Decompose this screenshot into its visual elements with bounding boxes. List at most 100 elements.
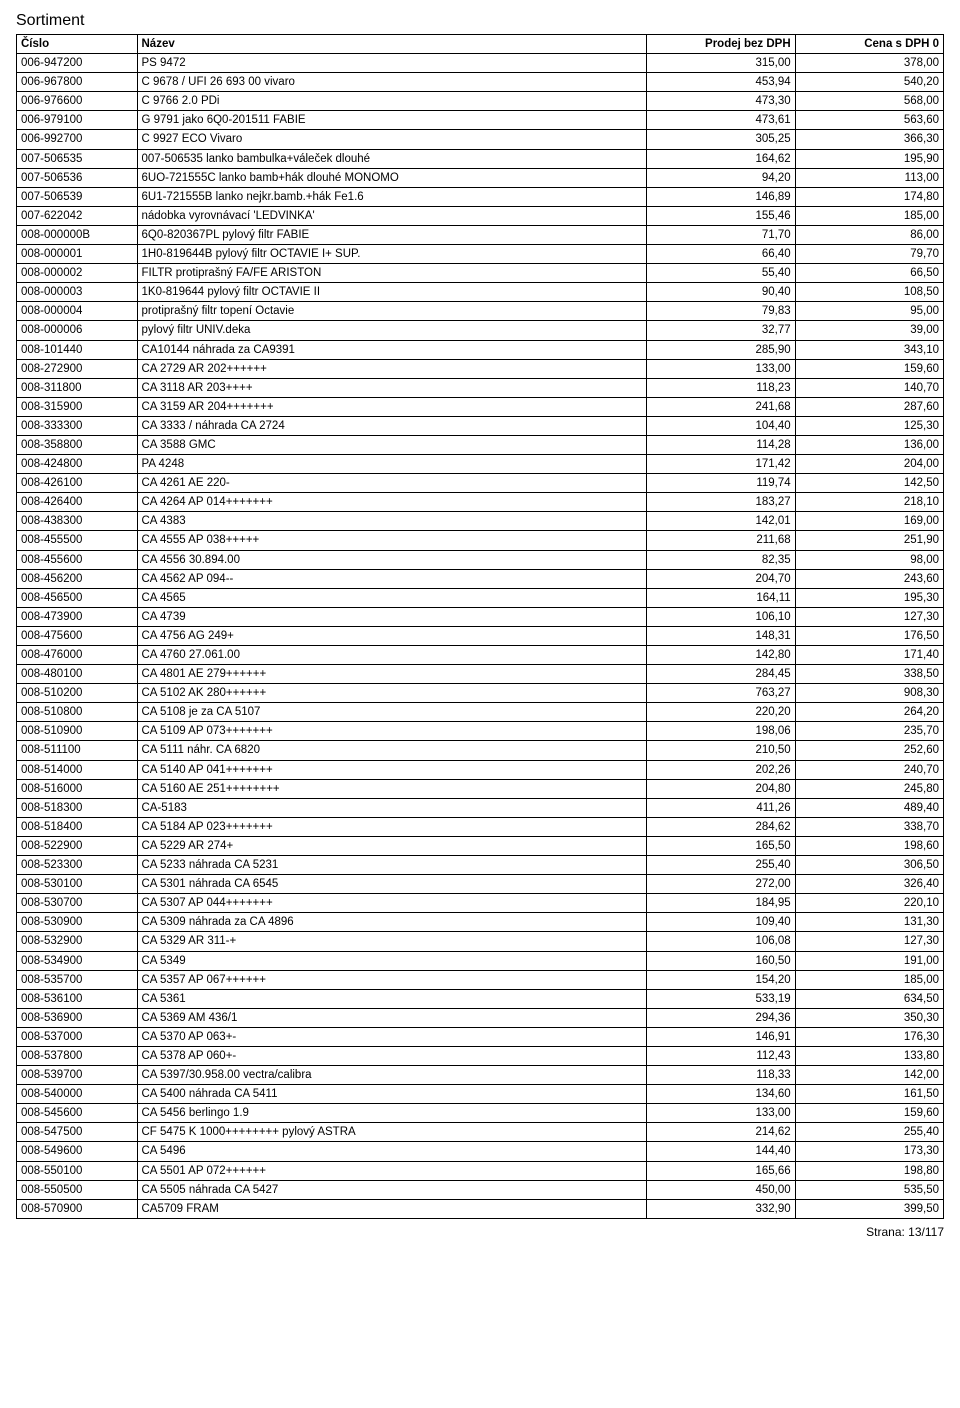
table-cell: 535,50 <box>795 1180 943 1199</box>
table-row: 008-511100CA 5111 náhr. CA 6820210,50252… <box>17 741 944 760</box>
table-cell: CA 4383 <box>137 512 647 531</box>
table-cell: 131,30 <box>795 913 943 932</box>
table-cell: CA 5233 náhrada CA 5231 <box>137 856 647 875</box>
table-cell: protiprašný filtr topení Octavie <box>137 302 647 321</box>
table-cell: 008-000000B <box>17 225 138 244</box>
table-cell: CA5709 FRAM <box>137 1199 647 1218</box>
table-cell: 202,26 <box>647 760 795 779</box>
table-cell: 171,42 <box>647 455 795 474</box>
col-prodej: Prodej bez DPH <box>647 35 795 54</box>
table-row: 008-539700CA 5397/30.958.00 vectra/calib… <box>17 1066 944 1085</box>
table-cell: 142,00 <box>795 1066 943 1085</box>
table-cell: 008-456200 <box>17 569 138 588</box>
table-cell: 008-537800 <box>17 1046 138 1065</box>
table-cell: 66,50 <box>795 264 943 283</box>
table-cell: 008-315900 <box>17 397 138 416</box>
table-cell: 198,06 <box>647 722 795 741</box>
table-cell: 134,60 <box>647 1085 795 1104</box>
table-cell: CA 4562 AP 094-- <box>137 569 647 588</box>
table-cell: C 9927 ECO Vivaro <box>137 130 647 149</box>
table-cell: C 9766 2.0 PDi <box>137 92 647 111</box>
table-cell: 008-530100 <box>17 875 138 894</box>
table-cell: CA10144 náhrada za CA9391 <box>137 340 647 359</box>
table-cell: 008-510800 <box>17 703 138 722</box>
table-cell: 39,00 <box>795 321 943 340</box>
table-cell: 176,30 <box>795 1027 943 1046</box>
table-cell: 127,30 <box>795 932 943 951</box>
table-row: 008-333300CA 3333 / náhrada CA 2724104,4… <box>17 416 944 435</box>
table-cell: 338,50 <box>795 665 943 684</box>
table-cell: 133,80 <box>795 1046 943 1065</box>
table-row: 008-550500CA 5505 náhrada CA 5427450,005… <box>17 1180 944 1199</box>
table-cell: 66,40 <box>647 245 795 264</box>
table-cell: CA 5109 AP 073+++++++ <box>137 722 647 741</box>
table-cell: 008-549600 <box>17 1142 138 1161</box>
table-cell: 169,00 <box>795 512 943 531</box>
table-cell: CA 5309 náhrada za CA 4896 <box>137 913 647 932</box>
table-row: 006-979100G 9791 jako 6Q0-201511 FABIE47… <box>17 111 944 130</box>
table-cell: CA 4760 27.061.00 <box>137 646 647 665</box>
table-cell: 191,00 <box>795 951 943 970</box>
table-row: 008-456200CA 4562 AP 094--204,70243,60 <box>17 569 944 588</box>
col-nazev: Název <box>137 35 647 54</box>
table-cell: 79,70 <box>795 245 943 264</box>
table-cell: 165,50 <box>647 836 795 855</box>
header-row: Číslo Název Prodej bez DPH Cena s DPH 0 <box>17 35 944 54</box>
table-row: 006-947200PS 9472315,00378,00 <box>17 54 944 73</box>
table-cell: 008-438300 <box>17 512 138 531</box>
table-cell: 164,62 <box>647 149 795 168</box>
table-cell: CA 4801 AE 279++++++ <box>137 665 647 684</box>
table-cell: 155,46 <box>647 206 795 225</box>
table-cell: 195,90 <box>795 149 943 168</box>
table-cell: 338,70 <box>795 817 943 836</box>
table-cell: 154,20 <box>647 970 795 989</box>
col-cena: Cena s DPH 0 <box>795 35 943 54</box>
table-cell: FILTR protiprašný FA/FE ARISTON <box>137 264 647 283</box>
table-cell: CA 5301 náhrada CA 6545 <box>137 875 647 894</box>
table-cell: 114,28 <box>647 435 795 454</box>
table-row: 008-000006pylový filtr UNIV.deka32,7739,… <box>17 321 944 340</box>
table-cell: CA 5184 AP 023+++++++ <box>137 817 647 836</box>
table-cell: 008-476000 <box>17 646 138 665</box>
table-cell: CA 2729 AR 202++++++ <box>137 359 647 378</box>
table-cell: 90,40 <box>647 283 795 302</box>
table-cell: 540,20 <box>795 73 943 92</box>
table-cell: 136,00 <box>795 435 943 454</box>
table-cell: 164,11 <box>647 588 795 607</box>
table-cell: 94,20 <box>647 168 795 187</box>
table-cell: 251,90 <box>795 531 943 550</box>
table-cell: 008-000003 <box>17 283 138 302</box>
table-cell: 008-000002 <box>17 264 138 283</box>
table-cell: 32,77 <box>647 321 795 340</box>
table-cell: CA 5329 AR 311-+ <box>137 932 647 951</box>
table-cell: 165,66 <box>647 1161 795 1180</box>
table-cell: 008-534900 <box>17 951 138 970</box>
table-row: 008-476000CA 4760 27.061.00142,80171,40 <box>17 646 944 665</box>
table-row: 008-530100CA 5301 náhrada CA 6545272,003… <box>17 875 944 894</box>
table-cell: 008-540000 <box>17 1085 138 1104</box>
table-cell: 008-516000 <box>17 779 138 798</box>
table-cell: 118,33 <box>647 1066 795 1085</box>
table-cell: CA 5496 <box>137 1142 647 1161</box>
page-footer: Strana: 13/117 <box>16 1225 944 1239</box>
table-row: 008-424800PA 4248171,42204,00 <box>17 455 944 474</box>
table-cell: 109,40 <box>647 913 795 932</box>
table-row: 008-523300CA 5233 náhrada CA 5231255,403… <box>17 856 944 875</box>
table-cell: 1K0-819644 pylový filtr OCTAVIE II <box>137 283 647 302</box>
table-row: 008-547500CF 5475 K 1000++++++++ pylový … <box>17 1123 944 1142</box>
table-row: 008-456500CA 4565164,11195,30 <box>17 588 944 607</box>
table-cell: 008-455500 <box>17 531 138 550</box>
table-cell: 315,00 <box>647 54 795 73</box>
table-row: 008-315900CA 3159 AR 204+++++++241,68287… <box>17 397 944 416</box>
table-cell: 112,43 <box>647 1046 795 1065</box>
table-cell: 220,20 <box>647 703 795 722</box>
page-title: Sortiment <box>16 12 944 30</box>
table-row: 008-510900CA 5109 AP 073+++++++198,06235… <box>17 722 944 741</box>
table-cell: 142,80 <box>647 646 795 665</box>
table-row: 008-475600CA 4756 AG 249+148,31176,50 <box>17 626 944 645</box>
table-cell: 108,50 <box>795 283 943 302</box>
table-cell: 210,50 <box>647 741 795 760</box>
table-cell: 006-947200 <box>17 54 138 73</box>
table-cell: 008-547500 <box>17 1123 138 1142</box>
table-cell: 241,68 <box>647 397 795 416</box>
